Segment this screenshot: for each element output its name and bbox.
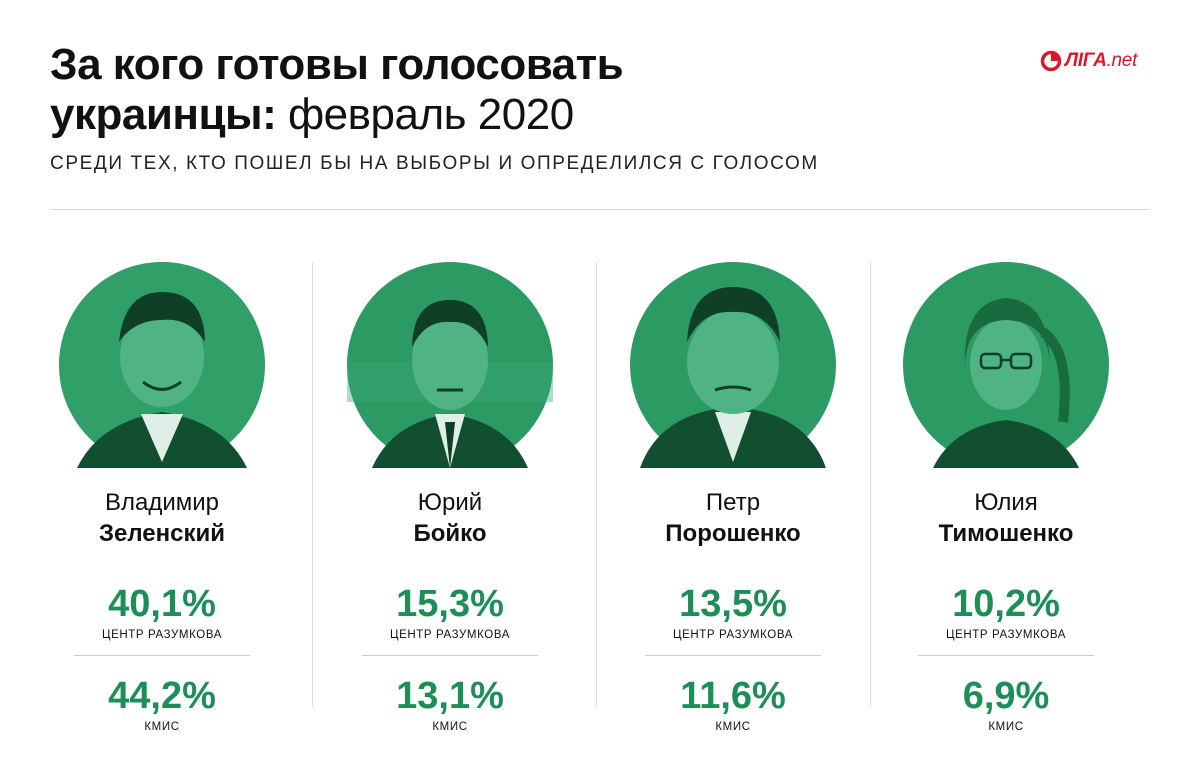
kmis-source-label: КМИС [144, 721, 180, 733]
portrait-icon [59, 262, 265, 468]
candidate-first-name: Владимир [104, 489, 220, 516]
title-bold-part: украинцы: [50, 90, 277, 139]
portrait-icon [903, 262, 1109, 468]
candidate-last-name: Зеленский [98, 520, 226, 547]
candidate-last-name: Порошенко [665, 520, 801, 547]
candidate-first-name: Юлия [974, 489, 1038, 516]
column-divider [312, 262, 313, 707]
column-divider [596, 262, 597, 707]
stat-divider [74, 655, 250, 656]
stat-divider [362, 655, 538, 656]
subtitle: СРЕДИ ТЕХ, КТО ПОШЕЛ БЫ НА ВЫБОРЫ И ОПРЕ… [50, 153, 819, 174]
razumkov-percent: 10,2% [952, 583, 1060, 625]
candidate-first-name: Петр [705, 489, 761, 516]
candidate-card-boyko: Юрий Бойко 15,3% ЦЕНТР РАЗУМКОВА 13,1% К… [310, 262, 590, 733]
razumkov-percent: 13,5% [679, 583, 787, 625]
razumkov-source-label: ЦЕНТР РАЗУМКОВА [946, 629, 1066, 641]
candidate-card-zelensky: Владимир Зеленский 40,1% ЦЕНТР РАЗУМКОВА… [22, 262, 302, 733]
kmis-percent: 6,9% [962, 675, 1050, 717]
title-date: февраль 2020 [287, 90, 574, 139]
kmis-source-label: КМИС [715, 721, 751, 733]
razumkov-percent: 15,3% [396, 583, 504, 625]
header-divider [50, 209, 1150, 210]
logo-text: ЛІГА.net [1065, 50, 1138, 71]
candidate-card-poroshenko: Петр Порошенко 13,5% ЦЕНТР РАЗУМКОВА 11,… [593, 262, 873, 733]
razumkov-source-label: ЦЕНТР РАЗУМКОВА [673, 629, 793, 641]
kmis-percent: 11,6% [680, 675, 786, 717]
title-line-1: За кого готовы голосовать [50, 40, 624, 89]
razumkov-source-label: ЦЕНТР РАЗУМКОВА [390, 629, 510, 641]
kmis-percent: 13,1% [396, 675, 504, 717]
candidate-card-tymoshenko: Юлия Тимошенко 10,2% ЦЕНТР РАЗУМКОВА 6,9… [866, 262, 1146, 733]
liga-logo-icon [1040, 50, 1062, 72]
razumkov-percent: 40,1% [108, 583, 216, 625]
page-title: За кого готовы голосовать украинцы: февр… [50, 40, 624, 140]
candidate-last-name: Тимошенко [938, 520, 1074, 547]
candidate-first-name: Юрий [417, 489, 483, 516]
stat-divider [918, 655, 1094, 656]
kmis-source-label: КМИС [432, 721, 468, 733]
razumkov-source-label: ЦЕНТР РАЗУМКОВА [102, 629, 222, 641]
portrait-icon [630, 262, 836, 468]
liga-logo: ЛІГА.net [1040, 50, 1137, 72]
kmis-percent: 44,2% [108, 675, 216, 717]
candidate-last-name: Бойко [413, 520, 487, 547]
portrait-icon [347, 262, 553, 468]
column-divider [870, 262, 871, 707]
stat-divider [645, 655, 821, 656]
title-line-2: украинцы: февраль 2020 [50, 90, 623, 140]
kmis-source-label: КМИС [988, 721, 1024, 733]
